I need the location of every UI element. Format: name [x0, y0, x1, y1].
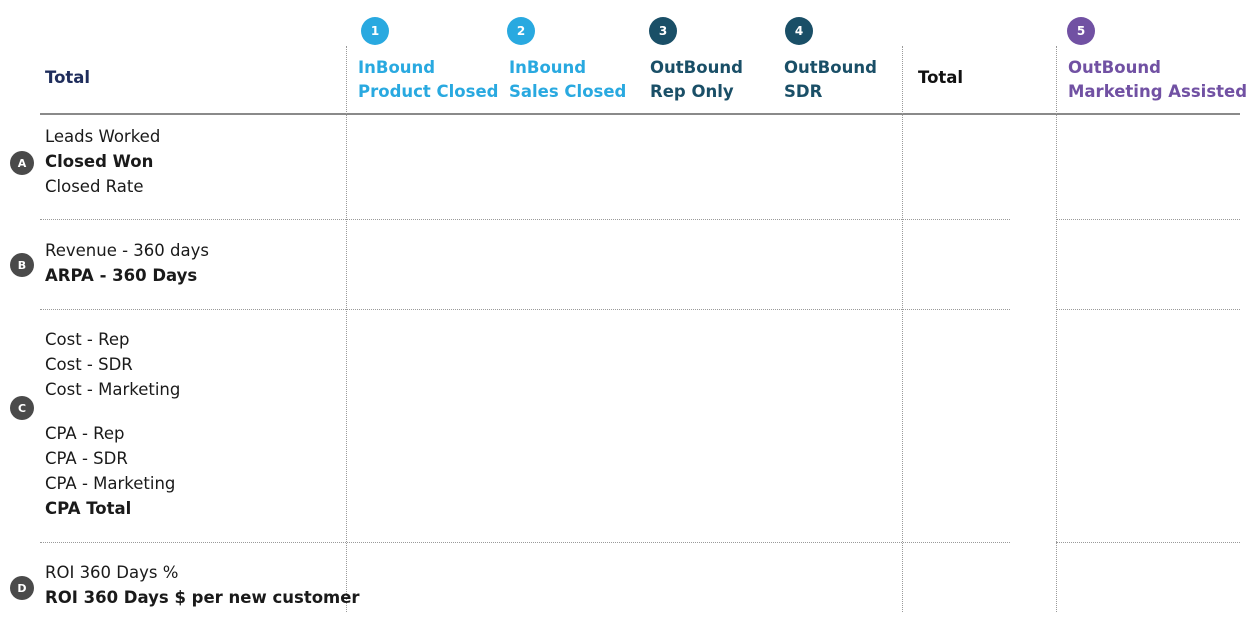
column-divider-2	[902, 46, 903, 612]
column-3-header-line2: Rep Only	[650, 82, 734, 101]
section-b-badge: B	[10, 253, 34, 277]
column-1-header: InBound Product Closed	[358, 56, 498, 104]
row-divider-ab-right	[1056, 219, 1240, 220]
metric-closed-rate: Closed Rate	[45, 176, 144, 196]
section-d-metrics: ROI 360 Days % ROI 360 Days $ per new cu…	[45, 561, 360, 611]
header-total: Total	[918, 68, 964, 87]
column-2-header-line2: Sales Closed	[509, 82, 627, 101]
column-4-number-badge: 4	[785, 17, 813, 45]
column-1-header-line1: InBound	[358, 58, 436, 77]
metric-cpa-total: CPA Total	[45, 498, 132, 518]
section-c-metrics: Cost - Rep Cost - SDR Cost - Marketing C…	[45, 328, 180, 522]
column-2-number-badge: 2	[507, 17, 535, 45]
section-d-badge: D	[10, 576, 34, 600]
section-a-badge: A	[10, 151, 34, 175]
metric-roi-dollars: ROI 360 Days $ per new customer	[45, 587, 360, 607]
section-c-badge: C	[10, 396, 34, 420]
metric-roi-percent: ROI 360 Days %	[45, 563, 179, 582]
column-3-header: OutBound Rep Only	[650, 56, 743, 104]
row-divider-ab	[40, 219, 1010, 220]
row-divider-cd	[40, 542, 1010, 543]
row-divider-bc	[40, 309, 1010, 310]
column-2-header: InBound Sales Closed	[509, 56, 626, 104]
column-5-number-badge: 5	[1067, 17, 1095, 45]
column-1-header-line2: Product Closed	[358, 82, 499, 101]
column-3-number-badge: 3	[649, 17, 677, 45]
metric-leads-worked: Leads Worked	[45, 127, 161, 146]
column-4-header-line1: OutBound	[784, 58, 877, 77]
column-4-header: OutBound SDR	[784, 56, 877, 104]
metric-closed-won: Closed Won	[45, 151, 154, 171]
column-4-header-line2: SDR	[784, 82, 823, 101]
section-a-metrics: Leads Worked Closed Won Closed Rate	[45, 125, 160, 199]
column-5-header: OutBound Marketing Assisted	[1068, 56, 1247, 104]
metric-arpa-360: ARPA - 360 Days	[45, 265, 198, 285]
row-divider-cd-right	[1056, 542, 1240, 543]
metric-cpa-rep: CPA - Rep	[45, 424, 125, 444]
header-left-total: Total	[45, 68, 91, 87]
column-2-header-line1: InBound	[509, 58, 587, 77]
header-divider	[40, 113, 1240, 115]
metric-cost-sdr: Cost - SDR	[45, 354, 133, 374]
metric-cpa-sdr: CPA - SDR	[45, 449, 128, 469]
column-5-header-line1: OutBound	[1068, 58, 1161, 77]
metric-revenue-360: Revenue - 360 days	[45, 241, 209, 260]
metric-cpa-marketing: CPA - Marketing	[45, 473, 176, 493]
column-1-number-badge: 1	[361, 17, 389, 45]
column-divider-3	[1056, 46, 1057, 612]
column-5-header-line2: Marketing Assisted	[1068, 82, 1248, 101]
column-3-header-line1: OutBound	[650, 58, 743, 77]
metric-cost-marketing: Cost - Marketing	[45, 379, 181, 399]
column-divider-1	[346, 46, 347, 612]
metric-cost-rep: Cost - Rep	[45, 330, 130, 349]
section-b-metrics: Revenue - 360 days ARPA - 360 Days	[45, 239, 209, 289]
row-divider-bc-right	[1056, 309, 1240, 310]
